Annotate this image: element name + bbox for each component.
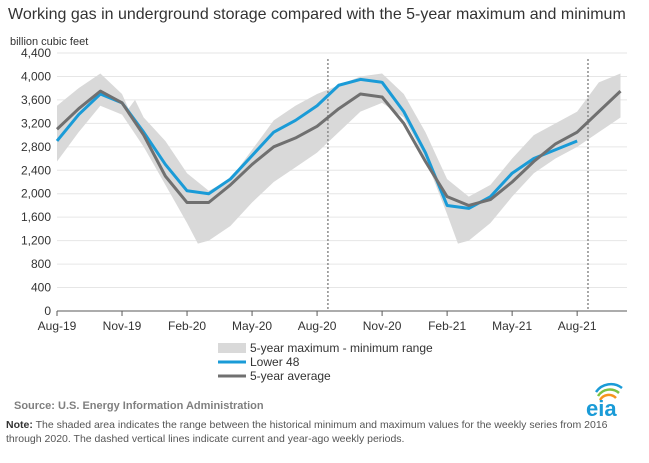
eia-logo-icon [594, 382, 623, 401]
x-tick-label: Nov-19 [103, 319, 142, 333]
y-tick-label: 3,200 [21, 116, 51, 130]
y-tick-label: 4,400 [21, 46, 51, 60]
y-tick-label: 400 [31, 281, 51, 295]
legend-label-lower48: Lower 48 [250, 355, 300, 369]
eia-logo: eia [586, 382, 623, 420]
y-tick-label: 4,000 [21, 69, 51, 83]
y-tick-label: 2,400 [21, 163, 51, 177]
x-tick-label: May-21 [492, 319, 532, 333]
y-axis-units: billion cubic feet [10, 36, 89, 48]
x-tick-label: May-20 [232, 319, 272, 333]
note-body: The shaded area indicates the range betw… [6, 419, 608, 445]
legend-label-avg: 5-year average [250, 369, 331, 383]
x-tick-label: Aug-19 [38, 319, 77, 333]
y-tick-label: 2,800 [21, 140, 51, 154]
series-line-avg [55, 89, 622, 207]
chart-title: Working gas in underground storage compa… [8, 6, 626, 23]
y-tick-label: 1,600 [21, 210, 51, 224]
y-tick-label: 0 [44, 304, 51, 318]
legend-swatch-range [218, 343, 246, 353]
x-tick-label: Nov-20 [363, 319, 402, 333]
x-tick-label: Feb-21 [428, 319, 466, 333]
y-tick-label: 2,000 [21, 187, 51, 201]
source-text: Source: U.S. Energy Information Administ… [14, 400, 264, 412]
x-tick-label: Aug-21 [558, 319, 597, 333]
x-tick-label: Feb-20 [168, 319, 206, 333]
legend-label-range: 5-year maximum - minimum range [250, 341, 433, 355]
eia-logo-text: eia [586, 396, 617, 420]
note-text: Note: The shaded area indicates the rang… [6, 418, 636, 446]
x-tick-label: Aug-20 [298, 319, 337, 333]
y-tick-label: 3,600 [21, 93, 51, 107]
chart-area: 0 400 800 1,200 1,600 2,000 2,400 2,800 3,200 3,6… [21, 46, 627, 383]
note-label: Note: [6, 419, 33, 431]
series-line-lower48 [55, 77, 578, 210]
y-tick-label: 800 [31, 257, 51, 271]
y-tick-label: 1,200 [21, 234, 51, 248]
